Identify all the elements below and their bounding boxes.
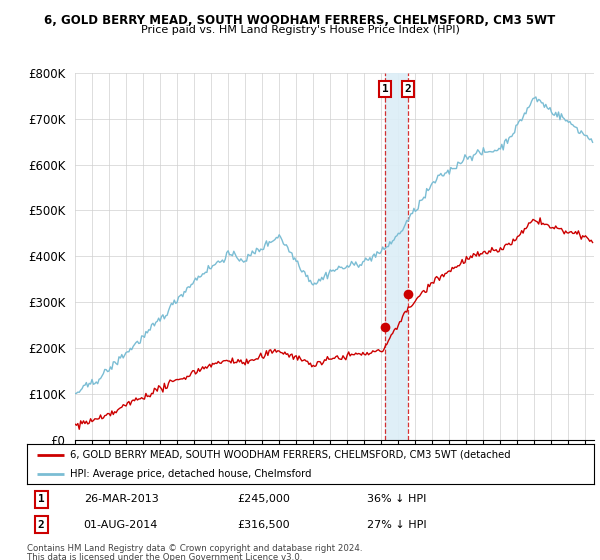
Text: 2: 2 <box>38 520 44 530</box>
Text: 26-MAR-2013: 26-MAR-2013 <box>84 494 158 505</box>
Bar <box>385 73 408 440</box>
Text: This data is licensed under the Open Government Licence v3.0.: This data is licensed under the Open Gov… <box>27 553 302 560</box>
Text: 1: 1 <box>382 84 388 94</box>
Text: 2: 2 <box>405 84 412 94</box>
Text: 6, GOLD BERRY MEAD, SOUTH WOODHAM FERRERS, CHELMSFORD, CM3 5WT (detached: 6, GOLD BERRY MEAD, SOUTH WOODHAM FERRER… <box>70 450 510 460</box>
Text: 27% ↓ HPI: 27% ↓ HPI <box>367 520 427 530</box>
Text: £245,000: £245,000 <box>237 494 290 505</box>
Text: 6, GOLD BERRY MEAD, SOUTH WOODHAM FERRERS, CHELMSFORD, CM3 5WT: 6, GOLD BERRY MEAD, SOUTH WOODHAM FERRER… <box>44 14 556 27</box>
Text: 01-AUG-2014: 01-AUG-2014 <box>84 520 158 530</box>
Text: Contains HM Land Registry data © Crown copyright and database right 2024.: Contains HM Land Registry data © Crown c… <box>27 544 362 553</box>
Text: 1: 1 <box>38 494 44 505</box>
Text: HPI: Average price, detached house, Chelmsford: HPI: Average price, detached house, Chel… <box>70 469 311 478</box>
Text: 36% ↓ HPI: 36% ↓ HPI <box>367 494 427 505</box>
Text: £316,500: £316,500 <box>237 520 289 530</box>
Text: Price paid vs. HM Land Registry's House Price Index (HPI): Price paid vs. HM Land Registry's House … <box>140 25 460 35</box>
